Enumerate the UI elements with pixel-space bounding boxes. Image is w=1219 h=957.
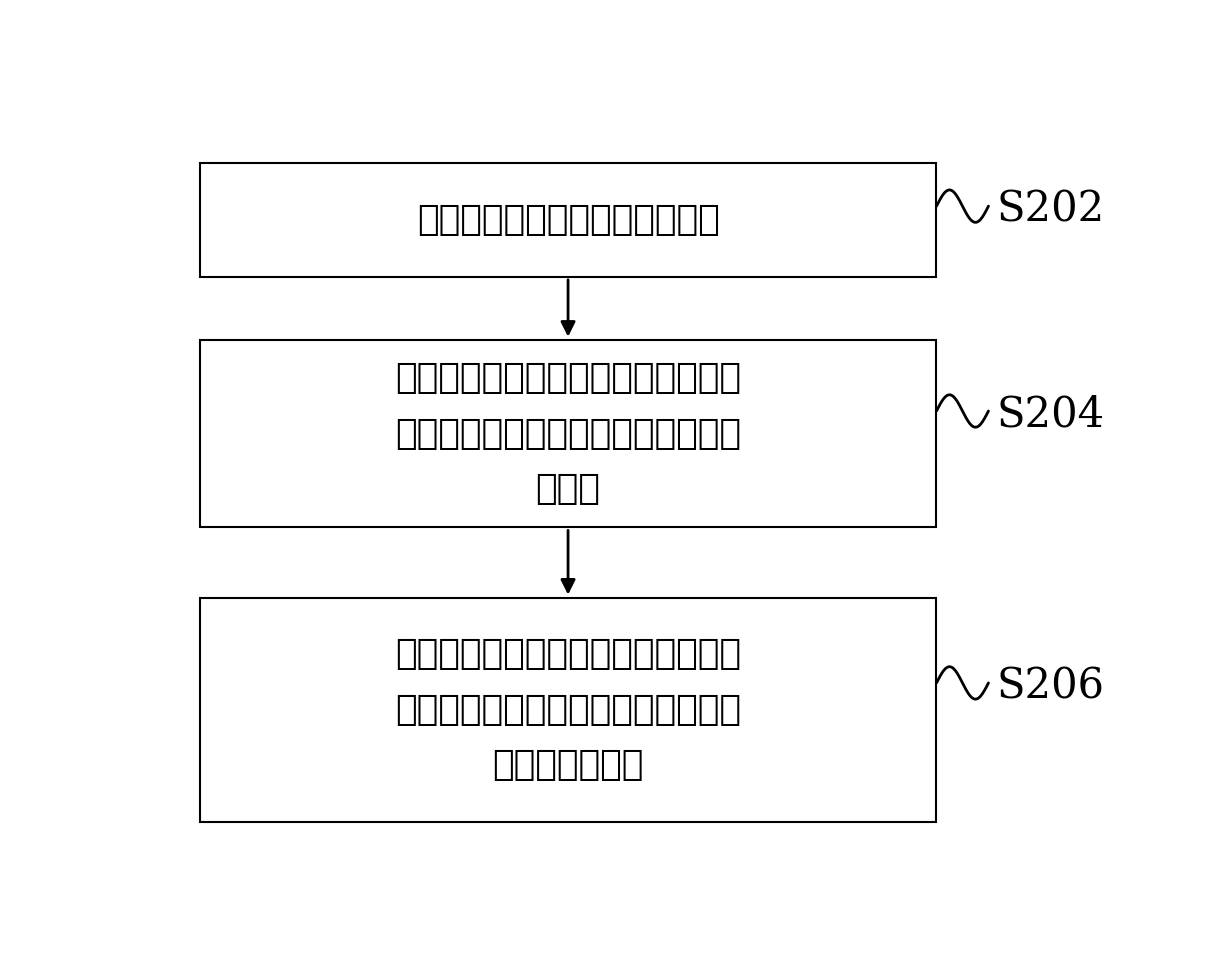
Text: 获取至少一个机器人的位置信息: 获取至少一个机器人的位置信息 bbox=[417, 203, 719, 236]
Text: 根据每个机器人到达待运输的货品的
存放地的时间，确定运输待运输的货
品的第一机器人: 根据每个机器人到达待运输的货品的 存放地的时间，确定运输待运输的货 品的第一机器… bbox=[395, 637, 741, 783]
Text: S202: S202 bbox=[996, 189, 1104, 231]
FancyBboxPatch shape bbox=[200, 340, 936, 527]
FancyBboxPatch shape bbox=[200, 163, 936, 277]
Text: 根据每个机器人的位置信息，计算每
个机器人到达待运输的货品的存放地
的时间: 根据每个机器人的位置信息，计算每 个机器人到达待运输的货品的存放地 的时间 bbox=[395, 361, 741, 506]
FancyBboxPatch shape bbox=[200, 597, 936, 822]
Text: S206: S206 bbox=[996, 665, 1104, 707]
Text: S204: S204 bbox=[996, 393, 1104, 435]
